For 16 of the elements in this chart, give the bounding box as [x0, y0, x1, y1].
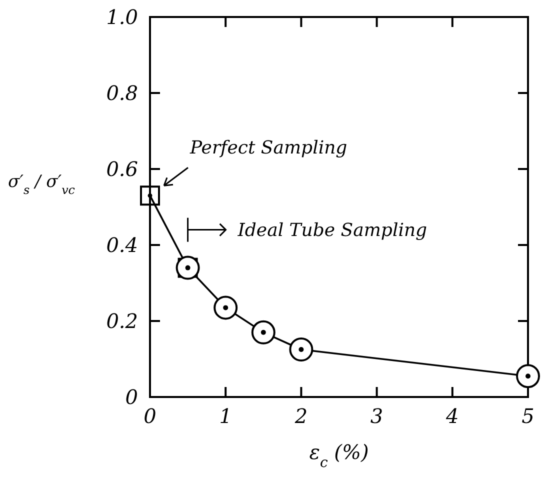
x-tick-label: 5: [522, 404, 534, 428]
y-tick-label: 0.8: [106, 81, 138, 105]
y-tick-label: 1.0: [106, 5, 138, 29]
y-tick-label: 0.2: [106, 309, 138, 333]
x-tick-label: 4: [445, 404, 459, 428]
annotation: Ideal Tube Sampling: [236, 220, 428, 241]
x-tick-label: 3: [370, 404, 384, 428]
x-axis-title: ε$_{c}$ (%): [309, 440, 369, 471]
y-axis-title: σ′$_{s}$ / σ′$_{vc}$: [8, 172, 76, 197]
y-tick-label: 0: [125, 385, 138, 409]
x-tick-label: 0: [144, 404, 157, 428]
y-tick-label: 0.6: [106, 157, 138, 181]
y-tick-label: 0.4: [106, 233, 138, 257]
x-tick-label: 1: [219, 404, 232, 428]
annotation: Perfect Sampling: [189, 138, 348, 159]
x-tick-label: 2: [294, 404, 308, 428]
